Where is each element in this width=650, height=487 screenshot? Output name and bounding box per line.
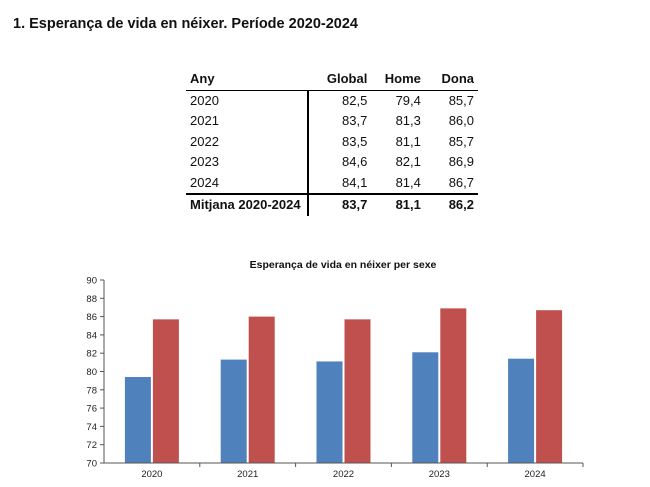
y-tick-label: 78	[86, 385, 97, 396]
table-row: 2021 83,7 81,3 86,0	[186, 111, 478, 132]
cell-home: 81,4	[395, 174, 421, 190]
average-global: 83,7	[307, 193, 372, 216]
y-tick-label: 82	[86, 349, 97, 360]
bar-home-2021	[220, 359, 247, 463]
table-row: 2020 82,5 79,4 85,7	[186, 90, 478, 111]
cell-home: 82,1	[395, 154, 421, 169]
cell-dona: 86,7	[448, 174, 474, 190]
x-tick-label: 2021	[237, 469, 258, 478]
cell-year: 2020	[186, 90, 309, 111]
y-tick-label: 84	[86, 330, 97, 341]
cell-home: 79,4	[395, 92, 421, 108]
bar-home-2023	[412, 352, 439, 463]
bars	[124, 308, 584, 467]
table-header-row: Any Global Home Dona	[186, 69, 478, 90]
page-title: 1. Esperança de vida en néixer. Període …	[13, 16, 358, 32]
x-tick-label: 2024	[525, 469, 546, 478]
bar-chart-svg: Esperança de vida en néixer per sexe 707…	[86, 259, 584, 480]
chart-title: Esperança de vida en néixer per sexe	[250, 259, 437, 271]
cell-dona: 85,7	[448, 92, 474, 108]
y-tick-label: 86	[86, 312, 97, 323]
x-axis-labels: 2020 2021 2022 2023 2024	[141, 469, 546, 480]
cell-year: 2021	[186, 111, 309, 132]
table-row: 2022 83,5 81,1 85,7	[186, 131, 478, 152]
y-tick-label: 70	[86, 459, 97, 470]
x-tick-label: 2020	[141, 469, 162, 478]
bar-dona-2020	[152, 319, 179, 463]
cell-global: 84,6	[342, 154, 368, 169]
bar-home-2024	[508, 358, 535, 463]
y-tick-label: 80	[86, 367, 97, 378]
y-tick-label: 90	[86, 276, 97, 287]
cell-dona: 86,0	[448, 113, 474, 128]
bar-dona-2022	[344, 319, 371, 463]
life-expectancy-chart: Esperança de vida en néixer per sexe 70 7…	[66, 252, 596, 480]
header-dona: Dona	[441, 71, 475, 86]
y-tick-label: 76	[86, 404, 97, 415]
header-global: Global	[326, 71, 368, 86]
cell-global: 82,5	[342, 92, 368, 108]
header-home: Home	[384, 71, 421, 86]
cell-year: 2024	[186, 172, 309, 194]
cell-home: 81,3	[395, 113, 421, 128]
bar-dona-2021	[248, 316, 275, 463]
average-home: 81,1	[371, 193, 425, 216]
cell-global: 84,1	[342, 174, 368, 190]
cell-dona: 85,7	[448, 133, 474, 149]
x-tick-label: 2023	[429, 469, 450, 478]
x-tick-label: 2022	[333, 469, 354, 478]
average-row: Mitjana 2020-2024 83,7 81,1 86,2	[186, 193, 478, 216]
table-row: 2024 84,1 81,4 86,7	[186, 172, 478, 194]
y-tick-label: 88	[86, 294, 97, 305]
cell-home: 81,1	[395, 133, 421, 149]
header-year: Any	[190, 71, 215, 86]
cell-global: 83,7	[342, 113, 368, 128]
bar-home-2022	[316, 361, 343, 463]
bar-dona-2024	[536, 310, 563, 463]
life-expectancy-table: Any Global Home Dona 2020 82,5 79,4 85,7…	[186, 69, 478, 216]
y-tick-label: 74	[86, 422, 97, 433]
average-label: Mitjana 2020-2024	[186, 193, 309, 216]
bar-dona-2023	[440, 308, 467, 463]
y-axis-ticks: 70 72 74 76 78 80 82 84 86 88 90	[86, 276, 104, 470]
cell-dona: 86,9	[448, 154, 474, 169]
average-dona: 86,2	[424, 193, 478, 216]
table-row: 2023 84,6 82,1 86,9	[186, 152, 478, 173]
cell-year: 2023	[186, 152, 309, 173]
bar-home-2020	[124, 376, 151, 463]
cell-year: 2022	[186, 131, 309, 152]
cell-global: 83,5	[342, 133, 368, 149]
y-tick-label: 72	[86, 440, 97, 451]
